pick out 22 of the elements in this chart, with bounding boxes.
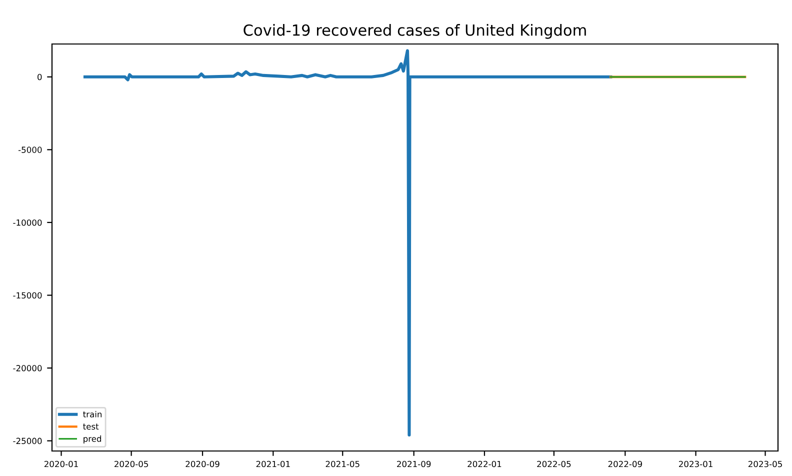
x-tick-label: 2022-01 <box>468 460 502 468</box>
x-tick-label: 2022-05 <box>537 460 571 468</box>
chart-title: Covid-19 recovered cases of United Kingdom <box>244 24 586 39</box>
x-tick-label: 2020-09 <box>186 460 220 468</box>
y-tick-label: -25000 <box>13 438 42 444</box>
x-tick-label: 2023-01 <box>678 460 712 468</box>
y-tick-label: -20000 <box>13 365 42 372</box>
x-tick-label: 2023-05 <box>748 460 782 468</box>
y-tick-label: -5000 <box>18 146 42 153</box>
x-tick-label: 2020-01 <box>44 460 78 468</box>
y-tick-label: 0 <box>38 74 42 80</box>
legend-label: pred <box>84 435 102 444</box>
x-tick-label: 2022-09 <box>608 460 642 468</box>
x-tick-label: 2020-05 <box>114 460 148 468</box>
x-tick-label: 2021-09 <box>397 460 431 468</box>
line-series <box>83 49 612 437</box>
legend-label: train <box>83 410 102 418</box>
x-tick-label: 2021-01 <box>256 460 290 468</box>
x-tick-label: 2021-05 <box>326 460 360 468</box>
y-tick-label: -10000 <box>13 219 42 226</box>
y-tick-label: -15000 <box>13 292 42 299</box>
legend-label: test <box>83 424 99 430</box>
